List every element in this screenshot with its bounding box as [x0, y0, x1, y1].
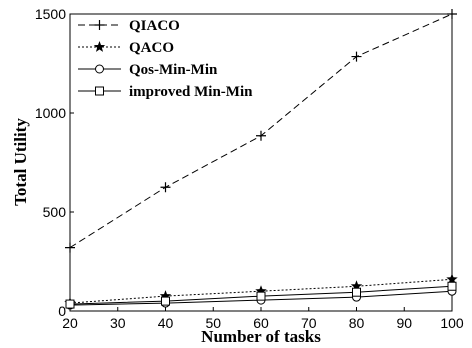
legend-label: QIACO [129, 18, 180, 34]
data-point-star-marker [350, 280, 363, 292]
x-tick-label: 40 [158, 315, 174, 331]
data-point-plus-marker [65, 242, 75, 253]
x-axis-title: Number of tasks [201, 327, 321, 346]
series-qiaco [65, 9, 457, 253]
legend-star-marker [93, 41, 106, 52]
y-axis-title: Total Utility [11, 118, 30, 206]
y-tick-label: 500 [43, 204, 67, 220]
x-tick-label: 60 [253, 315, 269, 331]
legend-circle-marker [95, 64, 104, 74]
data-point-square-marker [161, 296, 170, 306]
x-tick-label: 50 [205, 315, 221, 331]
data-point-square-marker [447, 281, 457, 291]
x-tick-label: 90 [396, 315, 412, 331]
legend-entry-qaco: QACO [78, 40, 174, 56]
data-point-square-marker [256, 291, 266, 301]
data-point-star-marker [446, 273, 458, 285]
x-tick-label: 100 [440, 315, 464, 331]
x-tick-label: 80 [349, 315, 365, 331]
legend-label: improved Min-Min [129, 84, 253, 100]
data-point-star-marker [255, 285, 267, 297]
legend-square-marker [95, 86, 104, 96]
x-tick-label: 30 [110, 315, 126, 331]
series-layer [64, 9, 458, 310]
data-point-plus-marker [351, 51, 362, 62]
data-point-plus-marker [256, 130, 266, 141]
x-tick-label: 20 [62, 315, 78, 331]
legend-entry-qos-min-min: Qos-Min-Min [78, 62, 218, 78]
legend-label: QACO [129, 40, 174, 56]
data-point-square-marker [65, 299, 75, 309]
legend-plus-marker [94, 20, 105, 30]
y-tick-label: 1000 [35, 105, 66, 121]
y-tick-label: 1500 [35, 6, 66, 22]
data-point-square-marker [352, 287, 361, 297]
x-tick-label: 70 [301, 315, 317, 331]
data-point-plus-marker [160, 182, 171, 193]
legend-label: Qos-Min-Min [129, 62, 218, 78]
y-tick-label: 0 [58, 303, 66, 319]
legend: QIACO QACO Qos-Min-Min improved Min-Min [78, 18, 253, 100]
legend-entry-improved-min-min: improved Min-Min [78, 84, 253, 100]
plot-frame [69, 13, 453, 312]
legend-entry-qiaco: QIACO [78, 18, 180, 34]
data-point-plus-marker [447, 9, 457, 19]
series-improved-min-min [65, 281, 457, 309]
data-point-star-marker [159, 290, 172, 301]
